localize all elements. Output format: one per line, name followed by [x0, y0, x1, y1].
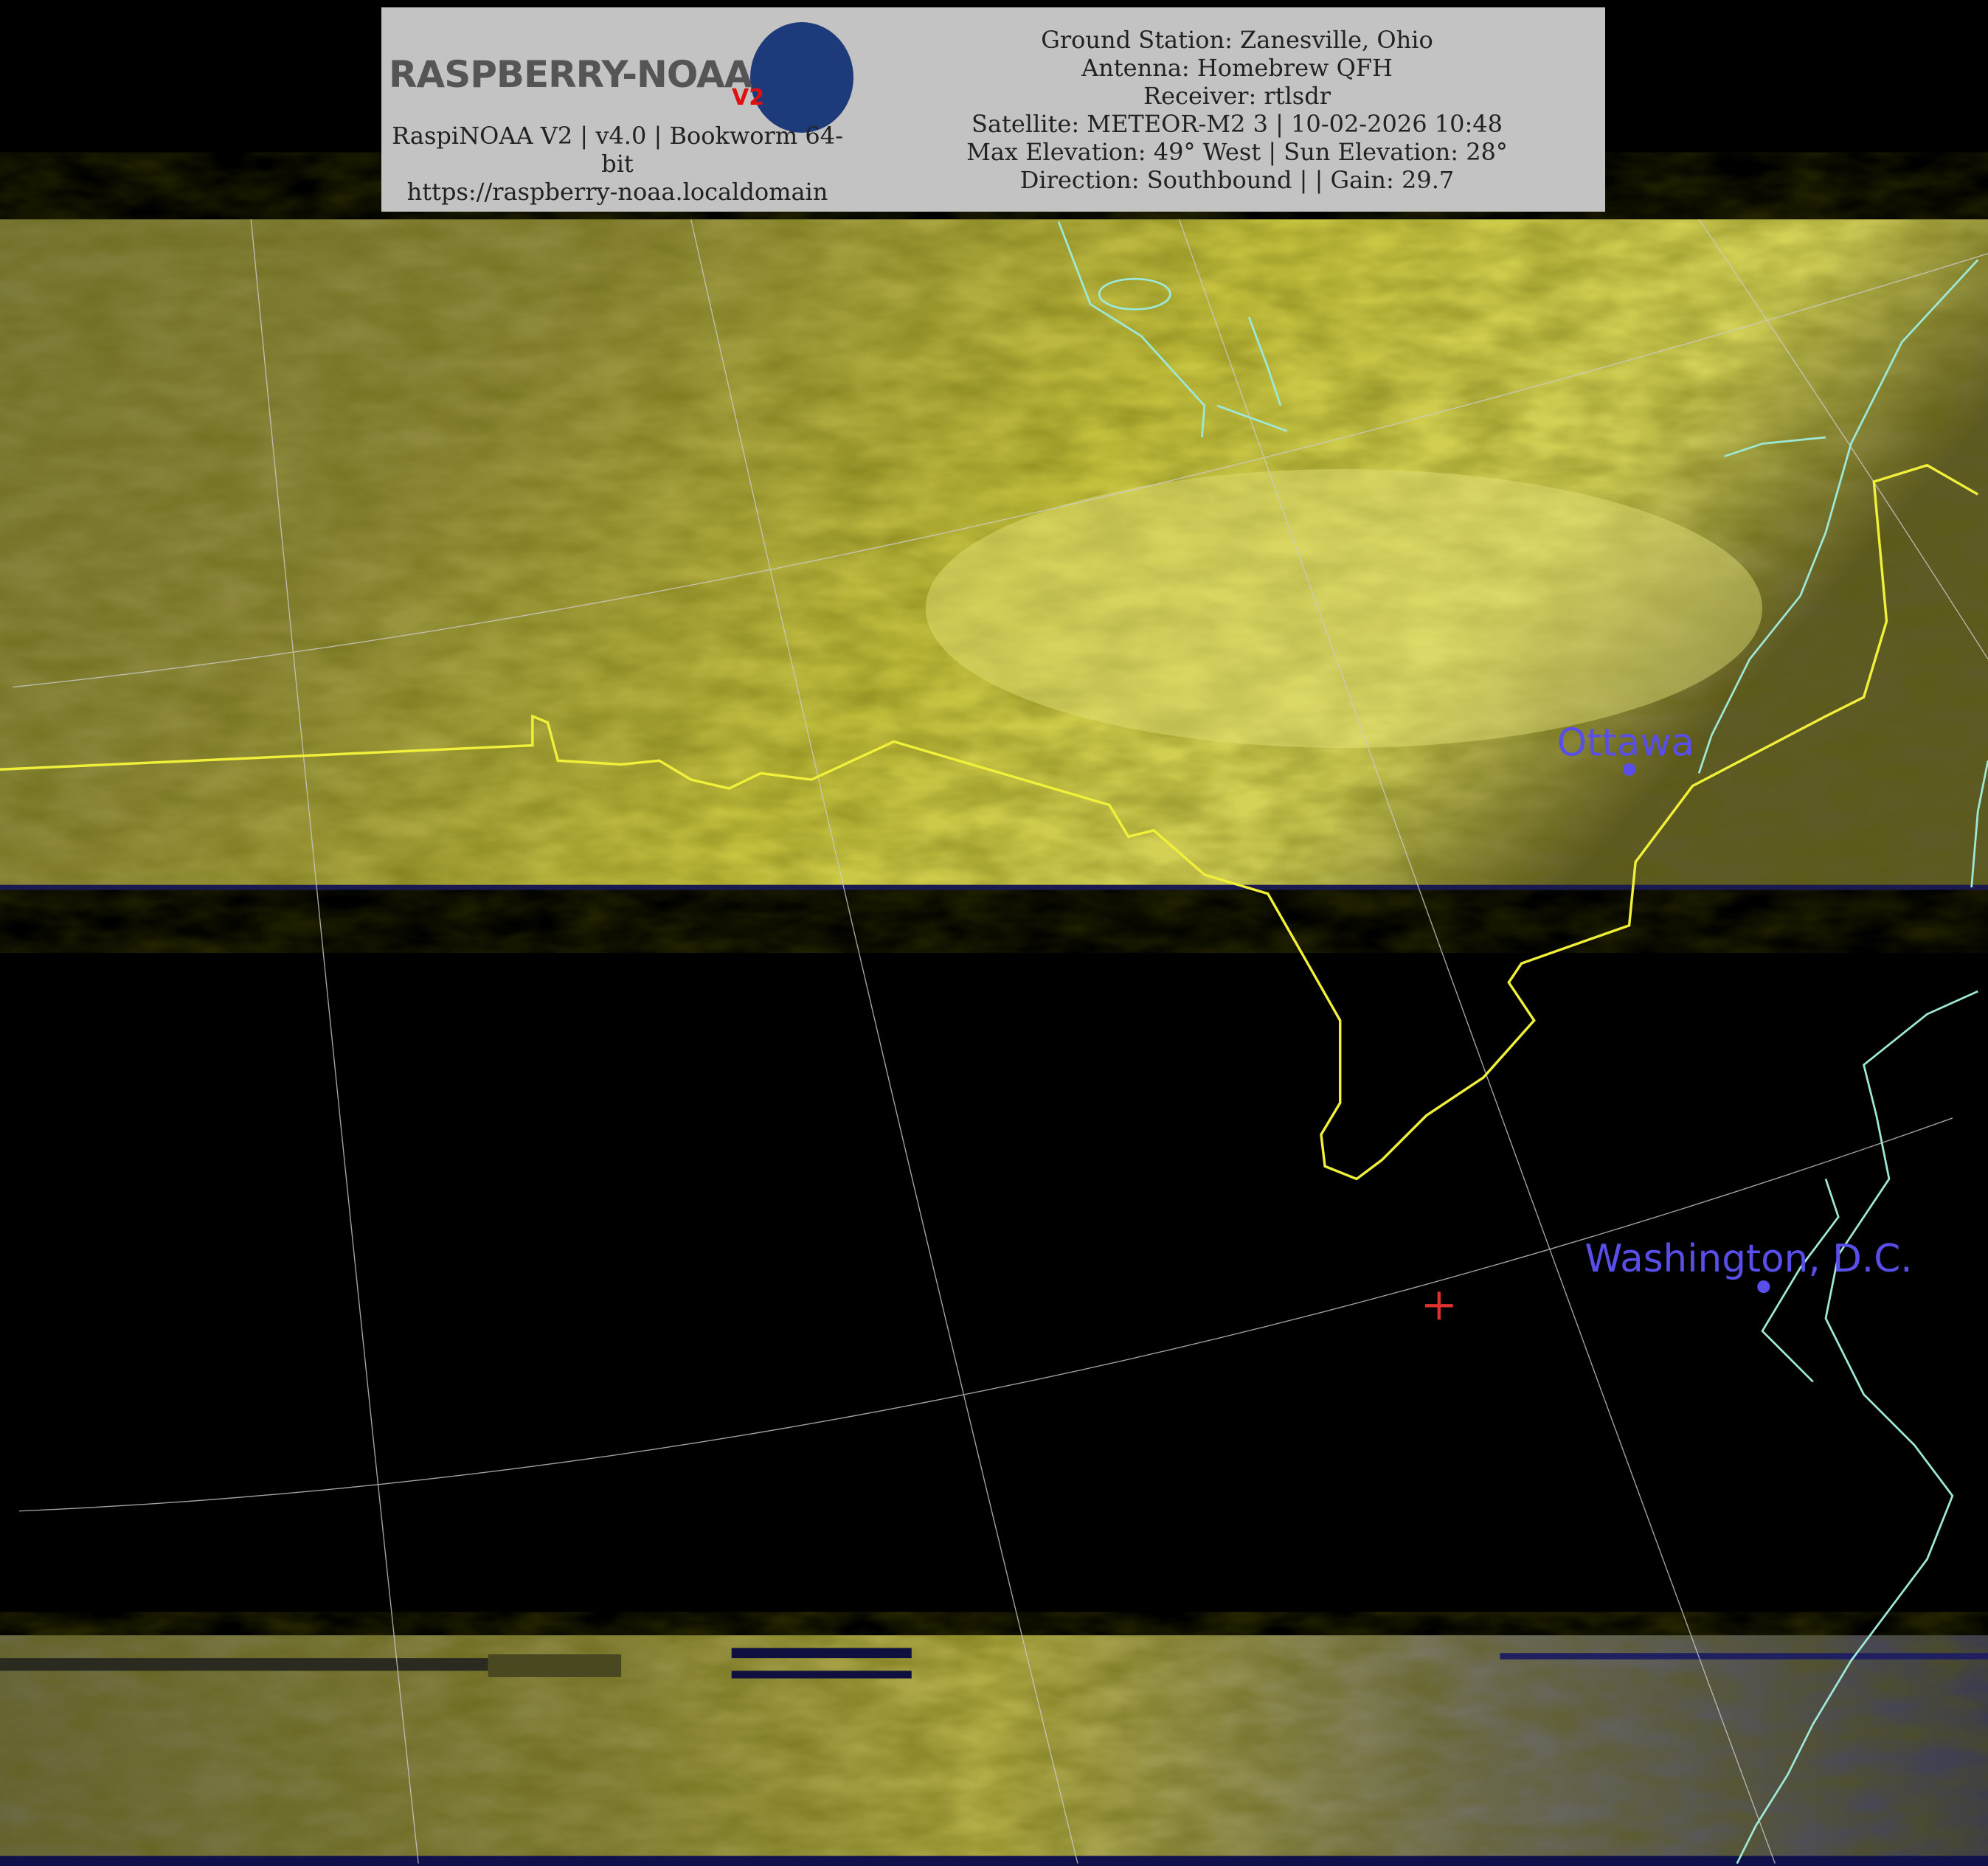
ground-station: Ground Station: Zanesville, Ohio [1041, 26, 1433, 54]
receiver: Receiver: rtlsdr [1143, 82, 1331, 110]
border-line [0, 463, 1979, 1181]
coastline [1057, 221, 1988, 1865]
elevation: Max Elevation: 49° West | Sun Elevation:… [966, 138, 1508, 166]
pass-info: Ground Station: Zanesville, Ohio Antenna… [898, 26, 1576, 194]
raspberry-noaa-logo: RASPBERRY-NOAA V2 [389, 22, 861, 133]
city-washington-dc: Washington, D.C. [1584, 1237, 1913, 1294]
antenna: Antenna: Homebrew QFH [1081, 54, 1393, 82]
satellite-icon [750, 22, 853, 133]
info-header: RASPBERRY-NOAA V2 RaspiNOAA V2 | v4.0 | … [381, 7, 1605, 212]
graticule [13, 218, 1988, 1864]
software-info: RaspiNOAA V2 | v4.0 | Bookworm 64-bit ht… [392, 122, 843, 206]
satellite: Satellite: METEOR-M2 3 | 10-02-2026 10:4… [972, 110, 1503, 138]
city-label: Washington, D.C. [1584, 1237, 1912, 1281]
city-label: Ottawa [1557, 721, 1694, 765]
city-ottawa: Ottawa [1557, 721, 1694, 776]
direction-gain: Direction: Southbound | | Gain: 29.7 [1019, 166, 1455, 194]
ground-station-marker-icon [1424, 1291, 1453, 1320]
